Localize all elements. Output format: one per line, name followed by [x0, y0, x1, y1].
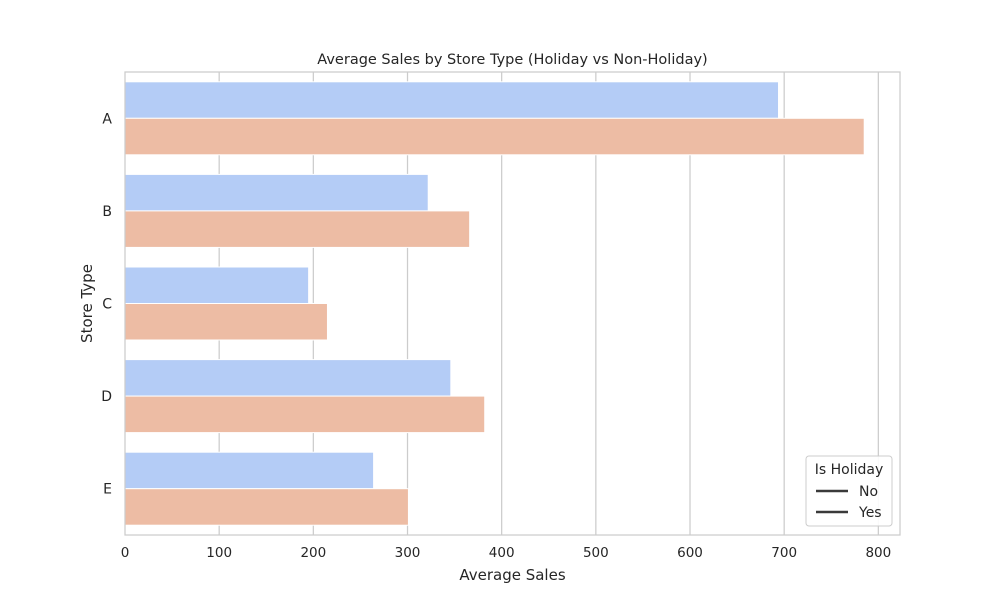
legend: Is Holiday No Yes: [805, 455, 893, 527]
legend-entries: No Yes: [816, 484, 882, 521]
y-tick-label: D: [101, 389, 112, 405]
legend-label-yes: Yes: [858, 505, 882, 521]
bar-a-no: [124, 81, 780, 119]
bars-layer: [124, 81, 865, 526]
y-tick-labels: A B C D E: [101, 111, 112, 497]
x-tick-label: 800: [865, 545, 891, 561]
legend-title: Is Holiday: [815, 462, 884, 478]
bar-e-no: [124, 451, 375, 490]
chart-title: Average Sales by Store Type (Holiday vs …: [317, 52, 707, 68]
x-tick-labels: 0 100 200 300 400 500 600 700 800: [121, 545, 892, 561]
bar-b-yes: [124, 210, 471, 248]
y-axis-label: Store Type: [78, 264, 96, 343]
y-tick-label: B: [102, 204, 112, 220]
legend-label-no: No: [859, 484, 878, 500]
legend-box: [805, 455, 893, 527]
x-tick-label: 100: [206, 545, 232, 561]
bar-b-no: [124, 173, 429, 212]
x-tick-label: 700: [771, 545, 797, 561]
x-tick-label: 400: [489, 545, 515, 561]
x-axis-label: Average Sales: [459, 566, 565, 584]
x-tick-label: 0: [121, 545, 130, 561]
bar-c-yes: [124, 303, 328, 341]
bar-c-no: [124, 266, 310, 304]
x-tick-label: 500: [583, 545, 609, 561]
y-tick-label: C: [102, 297, 112, 313]
x-tick-label: 600: [677, 545, 703, 561]
x-tick-label: 200: [300, 545, 326, 561]
bar-e-yes: [124, 488, 409, 526]
y-tick-label: E: [103, 482, 112, 498]
plot-frame: [124, 71, 901, 536]
bar-d-yes: [124, 395, 486, 434]
y-tick-label: A: [102, 111, 112, 127]
x-tick-label: 300: [395, 545, 421, 561]
bar-d-no: [124, 359, 452, 397]
bar-a-yes: [124, 117, 865, 156]
